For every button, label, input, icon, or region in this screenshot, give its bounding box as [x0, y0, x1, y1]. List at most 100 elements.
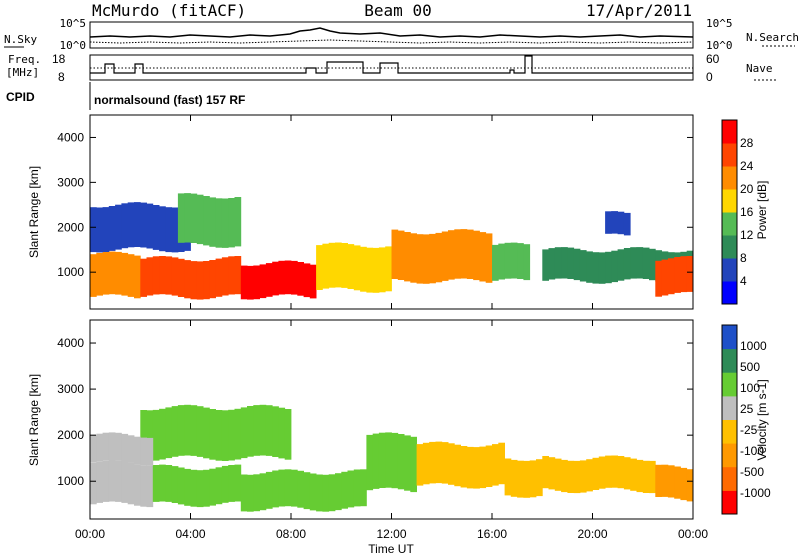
velocity-data-cell: [649, 460, 656, 494]
velocity-data-cell: [347, 470, 355, 508]
power-y-tick-label: 2000: [57, 220, 84, 234]
power-data-cell: [203, 196, 210, 246]
velocity-data-cell: [221, 465, 229, 503]
power-data-cell: [561, 247, 568, 279]
velocity-data-cell: [234, 408, 242, 460]
power-colorbar-tick: 8: [740, 251, 747, 265]
power-data-cell: [517, 243, 524, 279]
velocity-data-cell: [146, 437, 154, 466]
power-data-cell: [642, 247, 650, 279]
velocity-colorbar-segment: [722, 348, 737, 373]
power-data-cell: [165, 207, 173, 253]
velocity-data-cell: [623, 457, 631, 490]
velocity-data-cell: [680, 467, 688, 501]
velocity-data-cell: [554, 458, 562, 491]
velocity-data-cell: [441, 442, 449, 484]
power-data-cell: [196, 194, 204, 245]
power-data-cell: [617, 249, 625, 281]
velocity-colorbar-tick: 1000: [740, 339, 767, 353]
velocity-data-cell: [473, 447, 480, 489]
velocity-y-tick-label: 4000: [57, 336, 84, 350]
power-data-cell: [554, 247, 562, 279]
power-data-cell: [655, 260, 662, 297]
velocity-colorbar-segment: [722, 325, 737, 350]
velocity-data-cell: [177, 467, 185, 505]
freq-trace: [90, 55, 693, 74]
power-data-cell: [404, 232, 411, 282]
time-tick-label: 00:00: [75, 527, 105, 541]
power-data-cell: [171, 257, 179, 296]
velocity-y-axis-label: Slant Range [km]: [27, 374, 41, 466]
power-data-cell: [221, 257, 229, 296]
noise-sky-trace: [89, 27, 694, 38]
power-data-cell: [353, 245, 361, 291]
velocity-data-cell: [686, 469, 694, 502]
power-y-tick-label: 3000: [57, 175, 84, 189]
power-data-cell: [623, 212, 631, 236]
power-data-cell: [667, 258, 675, 295]
velocity-colorbar-tick: 100: [740, 381, 760, 395]
velocity-data-cell: [152, 465, 160, 502]
velocity-data-cell: [90, 435, 97, 463]
velocity-data-cell: [284, 409, 292, 460]
power-data-cell: [485, 233, 493, 283]
power-data-cell: [297, 262, 304, 296]
velocity-data-cell: [642, 460, 650, 493]
velocity-colorbar-tick: -25: [740, 423, 758, 437]
velocity-data-cell: [579, 460, 587, 493]
time-tick-label: 00:00: [678, 527, 708, 541]
power-data-cell: [171, 207, 179, 253]
power-data-cell: [416, 234, 424, 284]
power-data-cell: [228, 256, 235, 295]
velocity-colorbar-segment: [722, 443, 737, 468]
power-data-cell: [422, 234, 430, 284]
power-colorbar-segment: [722, 166, 737, 190]
velocity-data-cell: [215, 467, 223, 505]
noise-left-label: N.Sky: [4, 33, 37, 46]
power-data-cell: [573, 248, 581, 281]
velocity-data-cell: [410, 436, 417, 493]
power-data-cell: [360, 246, 367, 292]
power-colorbar: 28 24 20 16 12 8 4: [721, 119, 754, 305]
nave-tick-high: 60: [706, 52, 720, 66]
power-colorbar-tick: 4: [740, 274, 747, 288]
power-data-cell: [115, 204, 122, 250]
power-data-cell: [592, 252, 600, 284]
freq-panel: Freq. [MHz] 18 8 60 0 Nave: [6, 52, 776, 84]
velocity-data-cell: [391, 432, 399, 489]
power-colorbar-label: Power [dB]: [755, 181, 769, 240]
velocity-data-cell: [291, 469, 298, 507]
power-data-cell: [108, 251, 116, 295]
velocity-data-cell: [272, 470, 279, 508]
noise-search-trace: [89, 39, 694, 44]
power-data-cell: [542, 249, 549, 281]
velocity-data-cell: [617, 456, 625, 489]
velocity-data-cell: [284, 469, 292, 507]
time-tick-label: 16:00: [477, 527, 507, 541]
power-data-cell: [90, 207, 97, 253]
velocity-data-cell: [171, 406, 179, 457]
power-colorbar-tick: 20: [740, 182, 754, 196]
velocity-data-cell: [115, 460, 122, 502]
power-data-cell: [372, 247, 380, 293]
velocity-data-layer: [90, 404, 694, 512]
power-data-cell: [209, 197, 216, 247]
velocity-data-cell: [573, 460, 581, 494]
power-data-cell: [579, 250, 587, 282]
power-colorbar-segment: [722, 143, 737, 167]
velocity-data-cell: [240, 474, 248, 512]
power-data-cell: [347, 244, 355, 289]
velocity-data-cell: [454, 444, 461, 487]
power-data-cell: [617, 211, 625, 235]
noise-right-tick-low: 10^0: [706, 39, 733, 52]
power-data-cell: [121, 203, 129, 249]
power-data-cell: [184, 193, 191, 243]
power-data-cell: [134, 255, 141, 299]
power-data-cell: [410, 233, 417, 283]
velocity-data-cell: [108, 432, 116, 460]
velocity-data-cell: [108, 460, 116, 502]
velocity-data-cell: [485, 445, 493, 487]
velocity-data-cell: [140, 410, 147, 461]
power-data-cell: [127, 254, 135, 297]
velocity-data-cell: [498, 442, 505, 485]
